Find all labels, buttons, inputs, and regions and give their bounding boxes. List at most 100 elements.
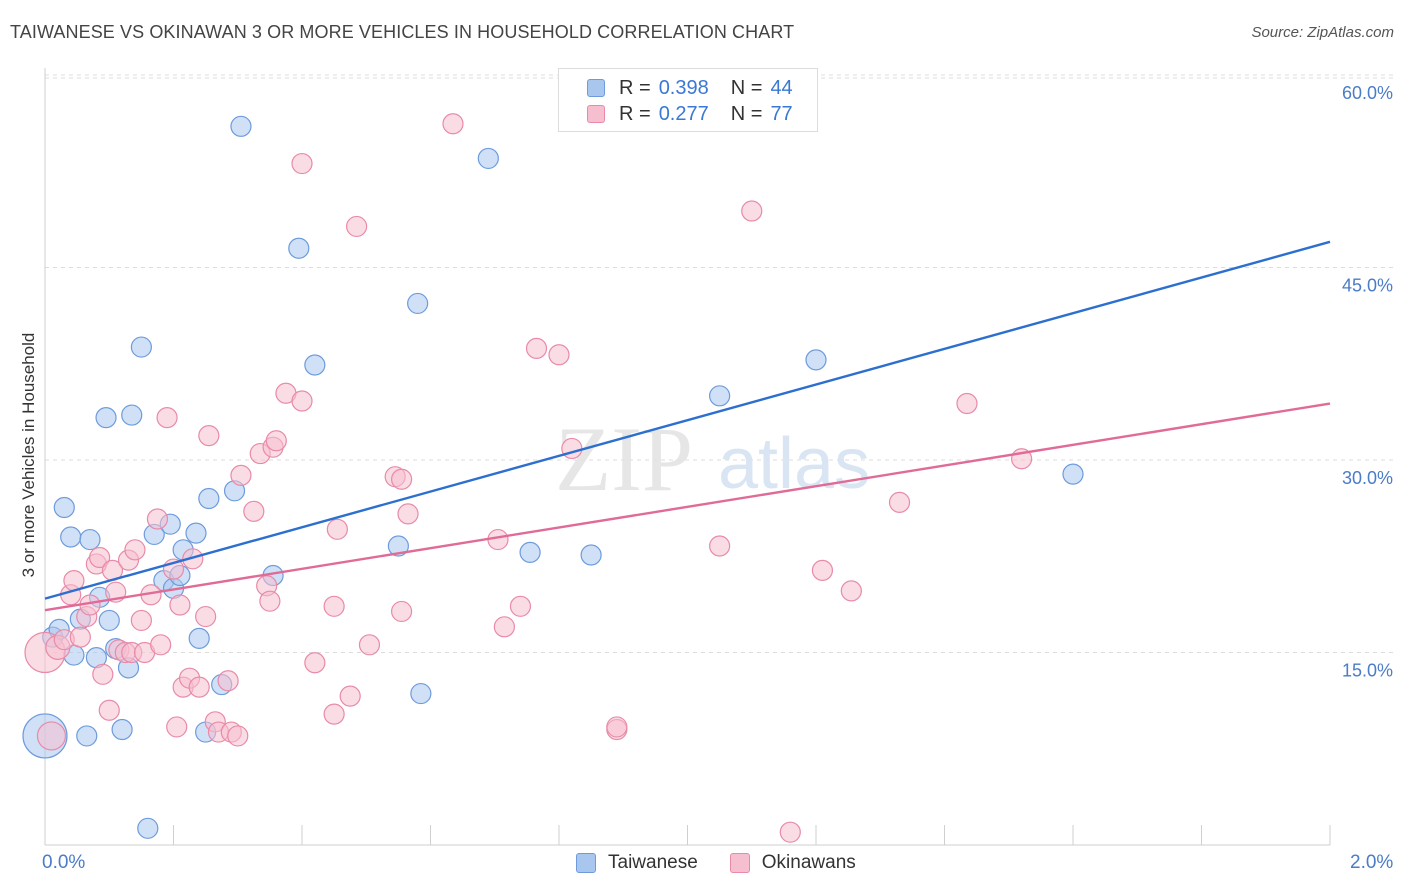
legend-r-label: R =: [619, 102, 651, 125]
point-okinawans: [69, 626, 91, 648]
point-taiwanese: [230, 115, 252, 137]
point-taiwanese: [805, 349, 827, 371]
point-taiwanese: [130, 336, 152, 358]
point-okinawans: [227, 725, 249, 747]
point-taiwanese: [98, 609, 120, 632]
point-taiwanese: [580, 544, 602, 566]
legend-r-value: 0.277: [658, 102, 709, 125]
point-okinawans: [709, 535, 731, 557]
point-okinawans: [397, 503, 419, 525]
point-taiwanese: [95, 407, 117, 429]
point-okinawans: [92, 663, 114, 685]
point-okinawans: [956, 392, 978, 415]
point-okinawans: [442, 113, 464, 135]
point-okinawans: [150, 634, 172, 656]
point-taiwanese: [137, 817, 159, 839]
point-okinawans: [741, 200, 763, 222]
point-okinawans: [323, 595, 345, 617]
point-taiwanese: [111, 718, 133, 741]
point-okinawans: [323, 703, 345, 725]
point-okinawans: [606, 716, 628, 738]
point-okinawans: [98, 699, 120, 721]
point-taiwanese: [304, 354, 326, 376]
point-okinawans: [525, 337, 548, 359]
point-okinawans: [326, 518, 348, 540]
bottom-legend-label-okinawans: Okinawans: [761, 852, 856, 873]
point-taiwanese: [387, 535, 409, 557]
y-axis-title: 3 or more Vehicles in Household: [19, 333, 38, 578]
point-okinawans: [840, 580, 862, 602]
point-taiwanese: [121, 404, 143, 426]
trend-lines: [44, 240, 1331, 612]
y-tick-label: 60.0%: [1342, 83, 1393, 103]
x-max-label: 2.0%: [1350, 852, 1394, 873]
bottom-legend-swatch-okinawans: [729, 853, 750, 873]
point-taiwanese: [410, 682, 432, 705]
y-tick-label: 15.0%: [1342, 661, 1393, 681]
point-okinawans: [779, 821, 801, 843]
legend-r-value: 0.398: [658, 76, 709, 99]
point-okinawans: [339, 685, 361, 707]
watermark: ZIP atlas: [555, 408, 870, 510]
point-okinawans: [259, 590, 281, 612]
point-taiwanese: [1062, 463, 1084, 485]
point-okinawans: [346, 215, 368, 238]
y-tick-labels: 15.0% 30.0% 45.0% 60.0%: [1342, 83, 1393, 681]
series-okinawans: [24, 113, 1033, 843]
point-taiwanese: [198, 487, 220, 510]
bottom-legend-label-taiwanese: Taiwanese: [608, 852, 698, 873]
y-tick-label: 30.0%: [1342, 468, 1393, 488]
bottom-legend-taiwanese: Taiwanese: [576, 852, 698, 874]
point-okinawans: [188, 676, 210, 698]
legend-r-label: R =: [619, 76, 651, 99]
point-taiwanese: [185, 522, 207, 544]
legend-swatch-taiwanese: [587, 79, 605, 97]
point-okinawans: [548, 344, 570, 366]
point-okinawans: [493, 616, 515, 638]
point-okinawans: [156, 407, 178, 429]
point-okinawans: [217, 670, 239, 692]
bottom-legend: Taiwanese Okinawans: [576, 852, 888, 874]
point-taiwanese: [76, 725, 98, 747]
point-okinawans: [888, 491, 911, 513]
point-okinawans: [291, 390, 313, 412]
legend-swatch-okinawans: [587, 105, 605, 123]
point-taiwanese: [477, 147, 499, 170]
point-okinawans: [89, 546, 111, 569]
y-tick-label: 45.0%: [1342, 276, 1393, 296]
point-okinawans: [198, 425, 220, 447]
legend-n-label: N =: [730, 102, 763, 125]
point-okinawans: [130, 609, 152, 632]
point-taiwanese: [188, 627, 210, 649]
bottom-legend-swatch-taiwanese: [576, 853, 596, 873]
point-okinawans: [265, 430, 287, 452]
trend-line-okinawans: [44, 402, 1331, 612]
point-okinawans: [811, 559, 834, 581]
point-okinawans: [390, 468, 413, 490]
point-taiwanese: [53, 496, 75, 519]
point-okinawans: [390, 600, 413, 623]
source-label: Source: ZipAtlas.com: [1251, 24, 1394, 41]
point-okinawans: [36, 721, 67, 751]
point-okinawans: [230, 464, 252, 486]
point-okinawans: [509, 595, 532, 617]
legend-n-value: 77: [770, 102, 793, 125]
point-taiwanese: [709, 385, 731, 407]
point-okinawans: [304, 652, 326, 674]
bottom-legend-okinawans: Okinawans: [729, 852, 856, 874]
point-okinawans: [124, 539, 146, 561]
point-okinawans: [146, 508, 169, 530]
point-okinawans: [166, 716, 188, 738]
legend: R = 0.398 N = 44 R = 0.277 N = 77: [558, 68, 818, 132]
point-taiwanese: [79, 528, 101, 551]
point-okinawans: [243, 500, 265, 522]
legend-row-taiwanese: R = 0.398 N = 44: [587, 76, 793, 100]
trend-line-taiwanese: [44, 240, 1331, 600]
watermark-atlas: atlas: [718, 424, 870, 504]
gridlines: [45, 74, 1395, 653]
point-okinawans: [195, 605, 217, 628]
legend-row-okinawans: R = 0.277 N = 77: [587, 102, 793, 126]
x-min-label: 0.0%: [42, 852, 86, 873]
point-taiwanese: [407, 292, 429, 315]
